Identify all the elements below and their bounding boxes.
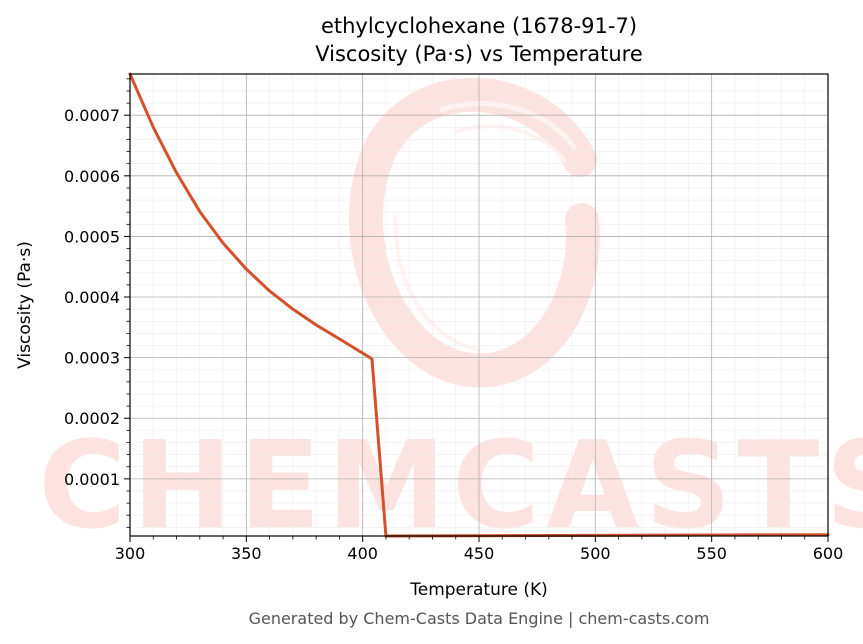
x-tick-label: 450	[464, 544, 495, 563]
x-tick-label: 350	[231, 544, 262, 563]
watermark-logo	[349, 77, 600, 388]
x-tick-label: 400	[347, 544, 378, 563]
x-tick-label: 550	[696, 544, 727, 563]
y-tick-label: 0.0005	[64, 227, 120, 246]
x-axis-label: Temperature (K)	[409, 580, 548, 600]
tick-labels: 300 350 400 450 500 550 600 0.0001 0.0002 0.0003 0…	[64, 106, 843, 563]
x-tick-label: 600	[813, 544, 844, 563]
y-tick-label: 0.0004	[64, 288, 120, 307]
y-tick-label: 0.0002	[64, 409, 120, 428]
x-tick-label: 300	[115, 544, 146, 563]
watermark: CHEMCASTS	[38, 77, 863, 556]
x-tick-label: 500	[580, 544, 611, 563]
footer-credit: Generated by Chem-Casts Data Engine | ch…	[249, 609, 710, 628]
ticks-layer	[124, 78, 829, 542]
chart-title: ethylcyclohexane (1678-91-7)	[321, 14, 637, 38]
y-tick-label: 0.0007	[64, 106, 120, 125]
watermark-text: CHEMCASTS	[38, 417, 863, 556]
y-tick-label: 0.0003	[64, 349, 120, 368]
y-tick-label: 0.0006	[64, 167, 120, 186]
y-axis-label: Viscosity (Pa·s)	[15, 241, 35, 369]
chart-subtitle: Viscosity (Pa·s) vs Temperature	[315, 42, 643, 66]
y-tick-label: 0.0001	[64, 470, 120, 489]
